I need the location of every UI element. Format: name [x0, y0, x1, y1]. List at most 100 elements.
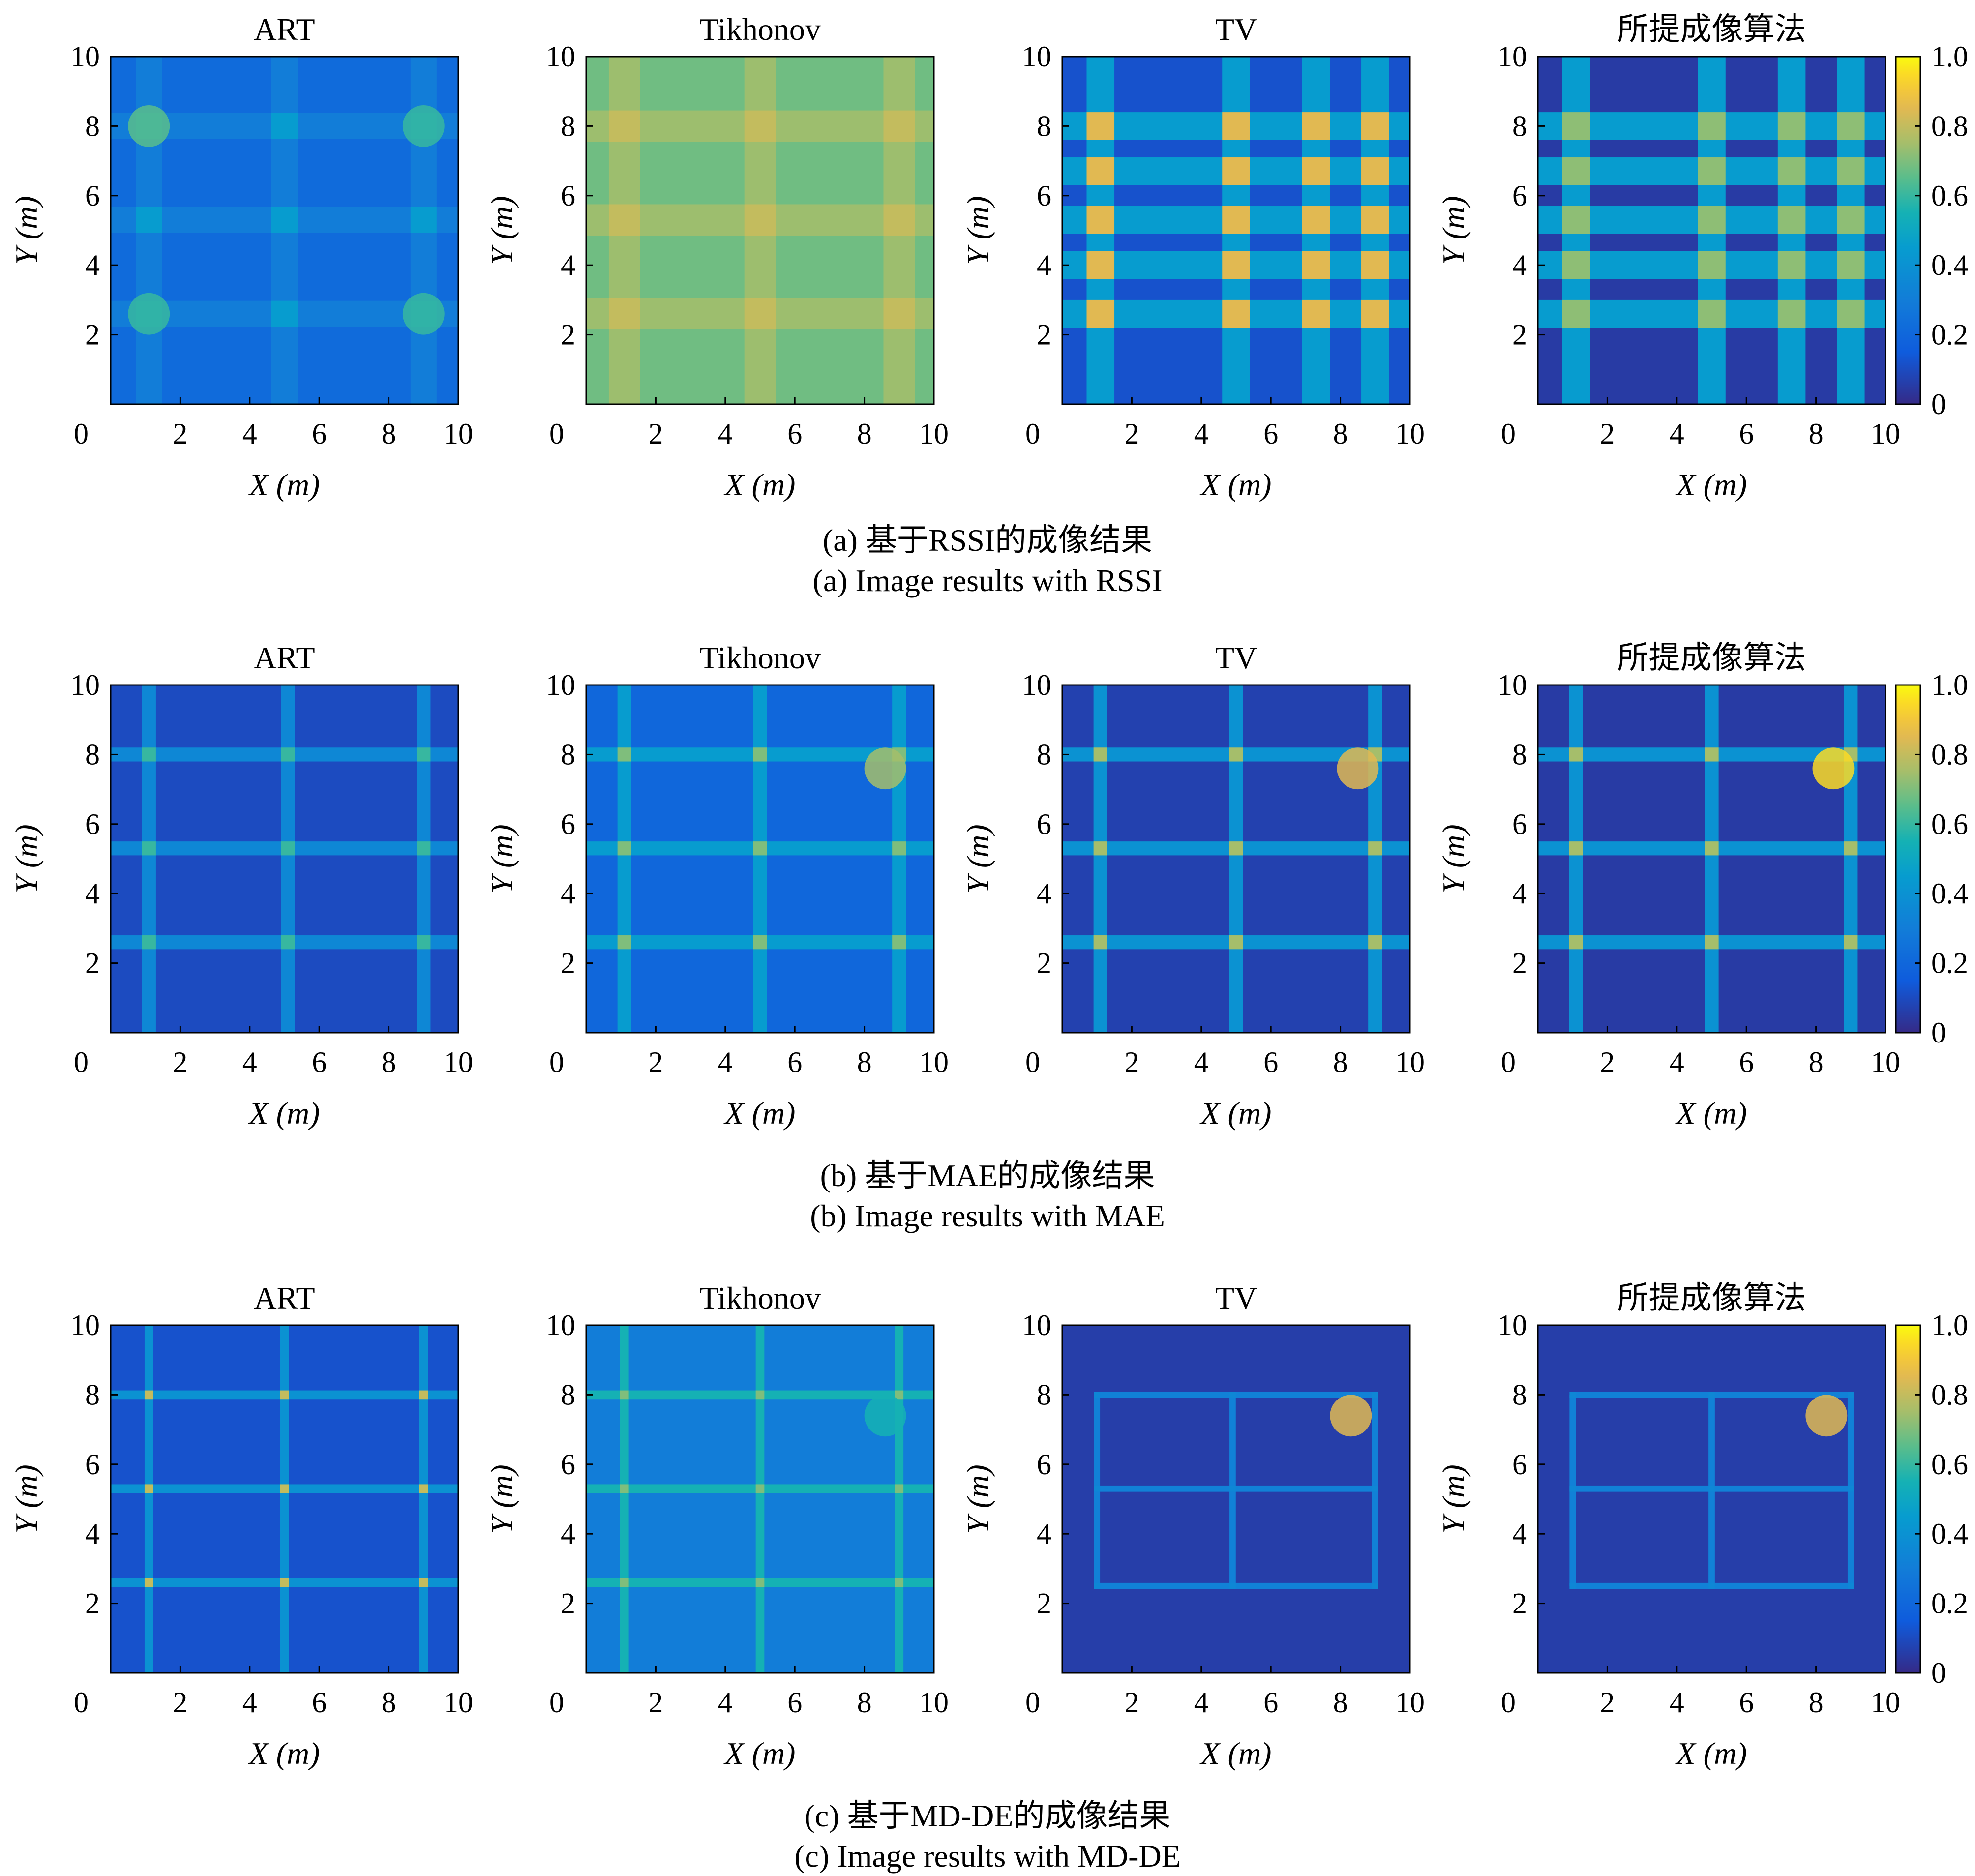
- panel-title: 所提成像算法: [1617, 12, 1806, 47]
- y-tick-label: 2: [1512, 1587, 1527, 1620]
- x-axis-label: X (m): [723, 1736, 796, 1771]
- x-tick-label: 0: [1025, 1686, 1040, 1719]
- hotspot: [864, 747, 906, 790]
- intersection-cell: [1086, 299, 1115, 328]
- y-tick-label: 4: [1512, 1518, 1527, 1550]
- wall-band-vertical: [892, 685, 906, 1033]
- x-tick-label: 2: [1124, 1686, 1139, 1719]
- x-tick-label: 4: [1670, 1686, 1684, 1719]
- intersection-cell: [755, 1484, 765, 1493]
- colorbar-tick-label: 1.0: [1931, 1309, 1968, 1341]
- intersection-cell: [1094, 1392, 1101, 1398]
- intersection-cell: [142, 935, 156, 950]
- y-axis-label: Y (m): [960, 824, 995, 893]
- intersection-cell: [744, 298, 776, 329]
- y-tick-label: 4: [1512, 249, 1527, 281]
- x-axis-label: X (m): [1199, 467, 1272, 502]
- intersection-cell: [1837, 299, 1865, 328]
- heatmap-background: [1062, 1325, 1410, 1673]
- intersection-cell: [1844, 935, 1858, 950]
- intersection-cell: [1222, 299, 1250, 328]
- intersection-cell: [1698, 299, 1726, 328]
- x-tick-label: 0: [74, 1046, 89, 1078]
- hotspot: [128, 293, 170, 335]
- x-axis-label: X (m): [248, 1736, 320, 1771]
- x-tick-label: 0: [1501, 1046, 1516, 1078]
- y-tick-label: 2: [1512, 319, 1527, 351]
- axes-frame: [1537, 684, 1886, 1034]
- x-tick-label: 4: [242, 417, 257, 450]
- y-tick-label: 2: [561, 1587, 575, 1620]
- intersection-cell: [883, 204, 915, 236]
- intersection-cell: [1094, 1485, 1101, 1492]
- intersection-cell: [755, 1578, 765, 1587]
- caption-en-a: (a) Image results with RSSI: [812, 563, 1163, 598]
- intersection-cell: [1844, 841, 1858, 856]
- y-tick-label: 6: [85, 1448, 100, 1481]
- colorbar-tick-label: 0: [1931, 1657, 1946, 1689]
- y-tick-label: 6: [561, 179, 575, 212]
- x-axis-label: X (m): [248, 467, 320, 502]
- caption-en-c: (c) Image results with MD-DE: [794, 1839, 1181, 1874]
- x-tick-label: 10: [1395, 1046, 1425, 1078]
- caption-cn-b: (b) 基于MAE的成像结果: [820, 1158, 1155, 1193]
- y-tick-label: 2: [1037, 319, 1051, 351]
- axes-frame: [1537, 1324, 1886, 1674]
- intersection-cell: [1302, 299, 1330, 328]
- intersection-cell: [281, 747, 295, 762]
- wall-band-vertical: [1569, 685, 1583, 1033]
- y-tick-label: 2: [1037, 1587, 1051, 1620]
- heatmap-panel: 0 2 4 6 8 10 2 4 6 8 10 Tikhonov X (m) Y (m): [484, 1280, 949, 1771]
- intersection-cell: [1562, 251, 1590, 279]
- heatmap-panel: 0 2 4 6 8 10 2 4 6 8 10 Tikhonov X (m) Y (m): [484, 640, 949, 1131]
- y-tick-label: 2: [85, 947, 100, 980]
- intersection-cell: [1368, 841, 1382, 856]
- panel-title: TV: [1215, 1280, 1257, 1315]
- intersection-cell: [1361, 206, 1389, 234]
- intersection-cell: [753, 747, 767, 762]
- intersection-cell: [1222, 251, 1250, 279]
- x-tick-label: 4: [1194, 1046, 1209, 1078]
- axes-frame: [1061, 684, 1411, 1034]
- y-tick-label: 10: [546, 40, 575, 73]
- heatmap-panel: 0 2 4 6 8 10 2 4 6 8 10 ART X (m) Y (m): [9, 12, 473, 502]
- colorbar-tick-label: 0.2: [1931, 947, 1968, 980]
- y-tick-label: 4: [1512, 877, 1527, 910]
- y-tick-label: 2: [561, 947, 575, 980]
- x-tick-label: 2: [173, 417, 187, 450]
- x-tick-label: 6: [787, 1686, 802, 1719]
- intersection-cell: [1093, 747, 1107, 762]
- wall-band-vertical: [1229, 685, 1243, 1033]
- wall-band-horizontal: [1097, 1582, 1376, 1589]
- intersection-cell: [1368, 935, 1382, 950]
- intersection-cell: [142, 841, 156, 856]
- intersection-cell: [1777, 251, 1806, 279]
- x-axis-label: X (m): [1199, 1736, 1272, 1771]
- panel-title: ART: [254, 12, 315, 47]
- intersection-cell: [1698, 206, 1726, 234]
- panel-title: TV: [1215, 640, 1257, 675]
- intersection-cell: [608, 110, 640, 142]
- wall-band-vertical: [620, 1325, 629, 1673]
- axes-frame: [1061, 56, 1411, 405]
- x-tick-label: 6: [1739, 1686, 1754, 1719]
- y-tick-label: 4: [85, 249, 100, 281]
- intersection-cell: [1093, 935, 1107, 950]
- axes-frame: [1537, 56, 1886, 405]
- intersection-cell: [895, 1484, 904, 1493]
- x-tick-label: 2: [1600, 1686, 1615, 1719]
- x-tick-label: 2: [1600, 1046, 1615, 1078]
- y-tick-label: 10: [70, 1309, 100, 1341]
- intersection-cell: [1837, 206, 1865, 234]
- colorbar-tick-label: 0: [1931, 388, 1946, 420]
- intersection-cell: [1562, 157, 1590, 185]
- intersection-cell: [1569, 935, 1583, 950]
- hotspot: [128, 105, 170, 147]
- colorbar-tick-label: 0.6: [1931, 808, 1968, 840]
- panel-title: Tikhonov: [699, 12, 821, 47]
- x-tick-label: 10: [1395, 1686, 1425, 1719]
- intersection-cell: [1361, 251, 1389, 279]
- colorbar-tick-label: 0.4: [1931, 877, 1968, 910]
- y-tick-label: 6: [85, 179, 100, 212]
- intersection-cell: [1302, 206, 1330, 234]
